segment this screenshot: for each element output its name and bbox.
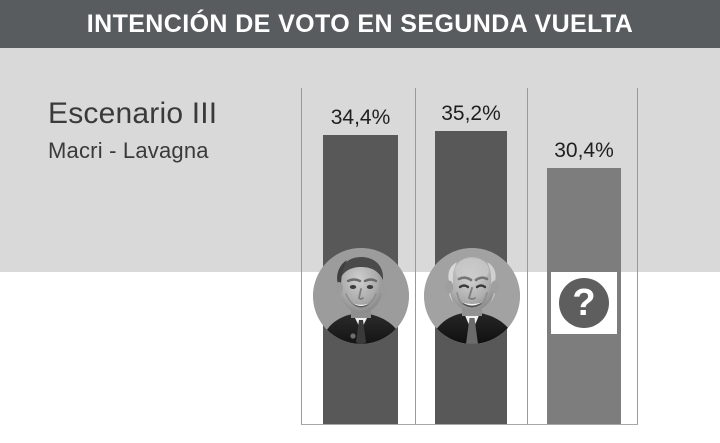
bar-value-label-unknown: 30,4% xyxy=(554,139,614,162)
scenario-caption: Escenario III Macri - Lavagna xyxy=(48,98,288,164)
page-title: INTENCIÓN DE VOTO EN SEGUNDA VUELTA xyxy=(86,9,634,38)
scenario-subtitle: Macri - Lavagna xyxy=(48,137,209,163)
category-divider-1 xyxy=(301,88,302,425)
portrait-macri xyxy=(313,248,409,344)
question-mark-glyph: ? xyxy=(572,282,596,324)
header-bar: INTENCIÓN DE VOTO EN SEGUNDA VUELTA xyxy=(0,0,720,48)
portrait-lavagna xyxy=(424,248,520,344)
bar-value-label-lavagna: 35,2% xyxy=(441,102,501,125)
category-divider-3 xyxy=(527,88,528,425)
category-divider-4 xyxy=(637,88,638,425)
bar-value-label-macri: 34,4% xyxy=(330,106,391,129)
category-divider-2 xyxy=(415,88,416,425)
axis-baseline xyxy=(301,424,638,425)
question-mark-icon: ? xyxy=(559,278,609,328)
scenario-title: Escenario III xyxy=(48,97,218,130)
unknown-marker-box: ? xyxy=(551,272,617,334)
